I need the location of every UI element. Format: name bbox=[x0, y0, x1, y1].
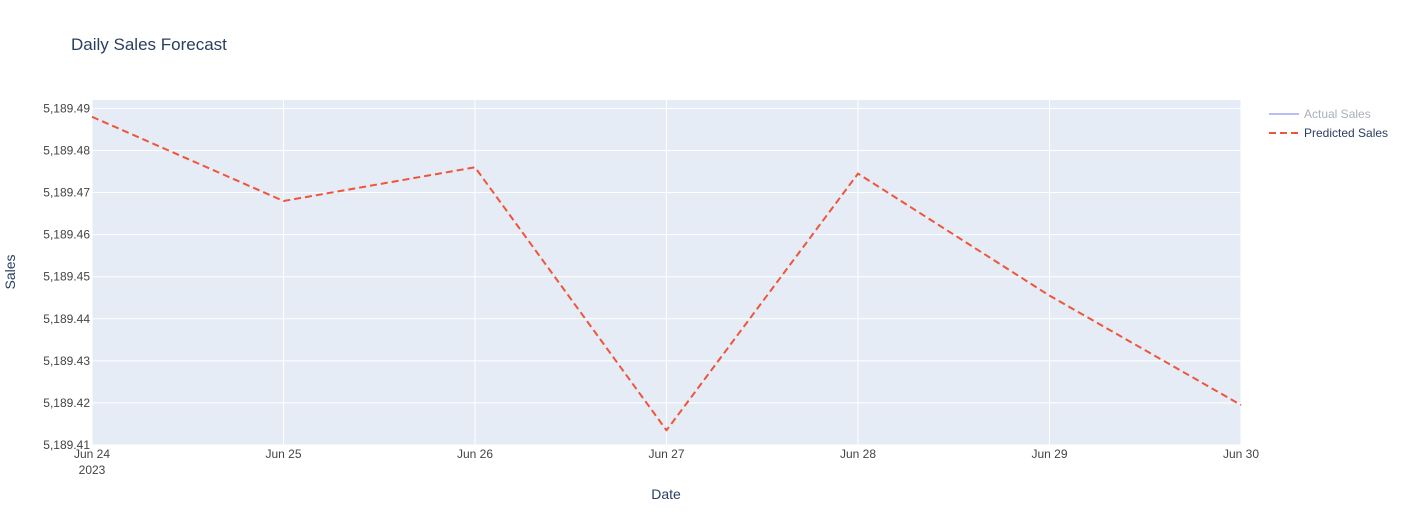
y-tick-label: 5,189.46 bbox=[43, 228, 90, 242]
legend-item-actual-sales[interactable]: Actual Sales bbox=[1269, 107, 1371, 121]
y-tick-label: 5,189.41 bbox=[43, 438, 90, 452]
y-axis-label: Sales bbox=[2, 254, 18, 289]
legend-label: Predicted Sales bbox=[1304, 126, 1388, 140]
gridlines bbox=[91, 100, 1242, 446]
x-tick-sublabel: 2023 bbox=[79, 463, 106, 477]
y-axis-ticks: 5,189.41 5,189.42 5,189.43 5,189.44 5,189.45… bbox=[43, 101, 90, 452]
x-tick-label: Jun 28 bbox=[840, 447, 876, 461]
legend[interactable]: Actual Sales Predicted Sales bbox=[1269, 107, 1388, 140]
y-tick-label: 5,189.45 bbox=[43, 270, 90, 284]
x-tick-label: Jun 29 bbox=[1031, 447, 1067, 461]
chart-title: Daily Sales Forecast bbox=[71, 35, 227, 54]
y-tick-label: 5,189.44 bbox=[43, 312, 90, 326]
y-tick-label: 5,189.43 bbox=[43, 354, 90, 368]
x-axis-ticks: Jun 24 2023 Jun 25 Jun 26 Jun 27 Jun 28 Jun 29… bbox=[74, 447, 1259, 477]
legend-item-predicted-sales[interactable]: Predicted Sales bbox=[1269, 126, 1388, 140]
x-tick-label: Jun 26 bbox=[457, 447, 493, 461]
x-tick-label: Jun 27 bbox=[648, 447, 684, 461]
y-tick-label: 5,189.48 bbox=[43, 143, 90, 157]
y-tick-label: 5,189.47 bbox=[43, 186, 90, 200]
series-lines bbox=[91, 115, 1242, 432]
x-tick-label: Jun 30 bbox=[1223, 447, 1259, 461]
series-line-predicted-sales bbox=[91, 115, 1242, 432]
y-tick-label: 5,189.42 bbox=[43, 396, 90, 410]
y-tick-label: 5,189.49 bbox=[43, 101, 90, 115]
x-tick-label: Jun 24 bbox=[74, 447, 110, 461]
x-axis-label: Date bbox=[651, 486, 681, 502]
x-tick-label: Jun 25 bbox=[265, 447, 301, 461]
legend-label: Actual Sales bbox=[1304, 107, 1371, 121]
